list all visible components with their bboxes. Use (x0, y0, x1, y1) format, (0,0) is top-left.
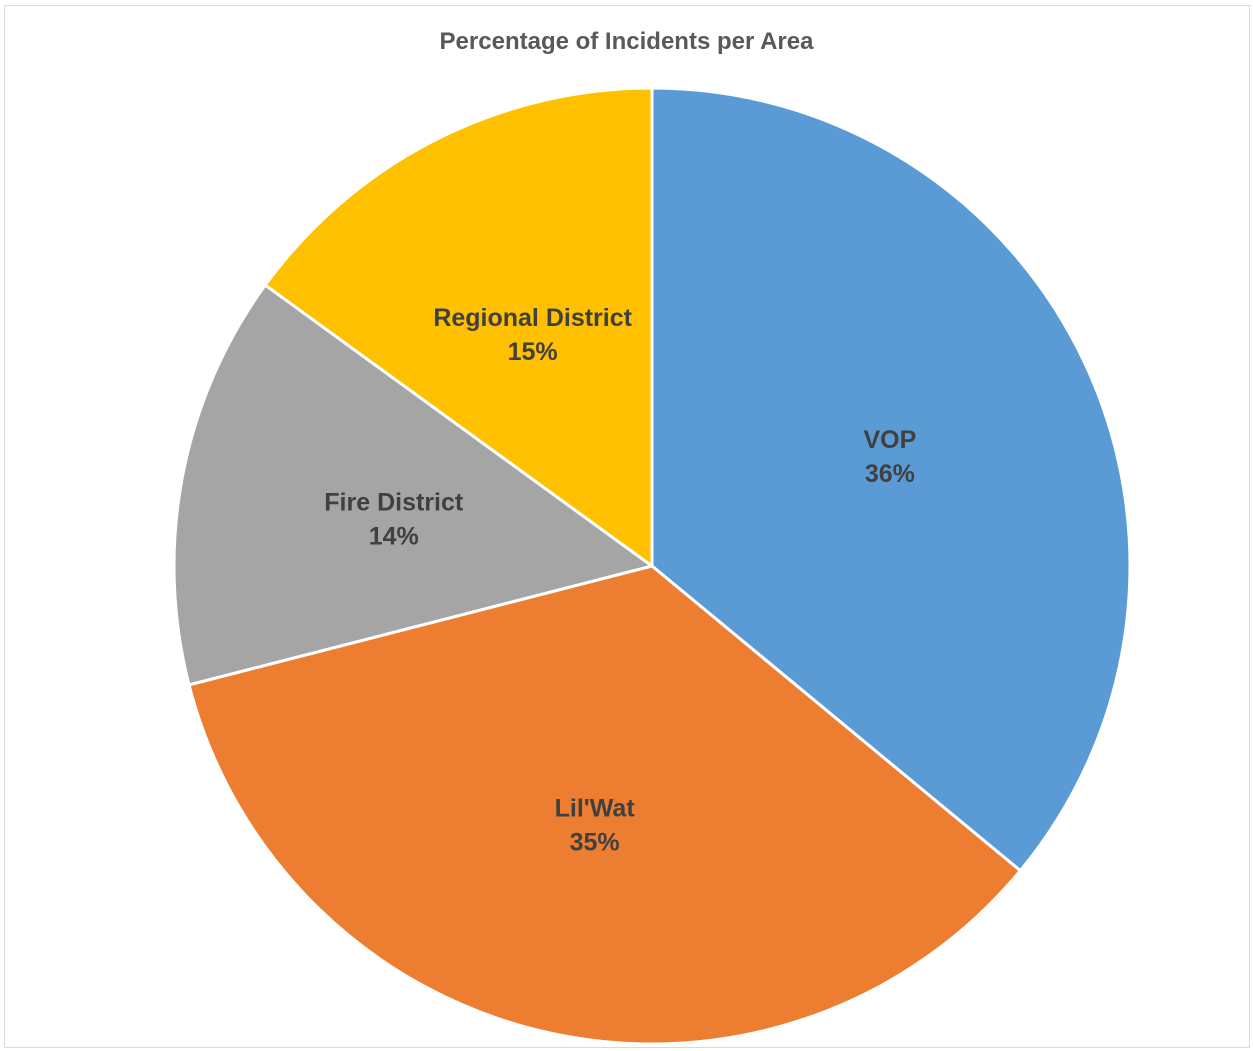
slice-label-regional-district: Regional District (433, 304, 632, 332)
pie-slice-regional-district (263, 86, 654, 568)
chart-title: Percentage of Incidents per Area (439, 28, 814, 55)
pie-slice-vop (650, 86, 1132, 873)
slice-value-lil-wat: 35% (570, 829, 620, 857)
slice-value-regional-district: 15% (508, 338, 558, 366)
pie-slice-fire-district (172, 283, 654, 687)
slice-label-vop: VOP (863, 426, 916, 454)
slice-value-vop: 36% (865, 460, 915, 488)
slice-label-fire-district: Fire District (324, 489, 464, 517)
slice-label-lil-wat: Lil'Wat (555, 795, 636, 823)
slice-value-fire-district: 14% (369, 523, 419, 551)
pie-slice-lil-wat (187, 564, 1022, 1046)
